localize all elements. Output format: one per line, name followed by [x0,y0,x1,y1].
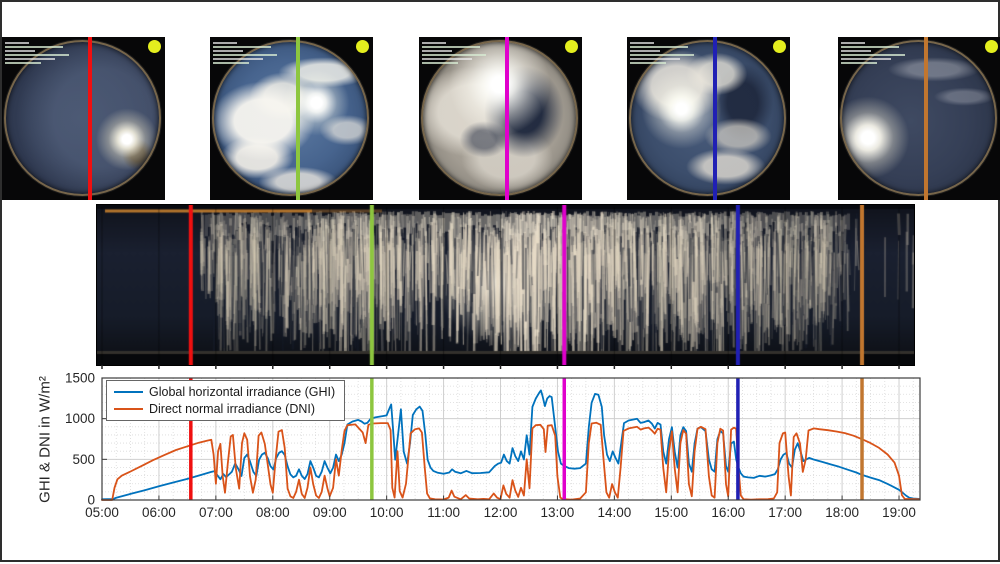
camera-metadata-overlay [213,42,277,66]
legend-label-dni: Direct normal irradiance (DNI) [149,401,316,416]
x-tick-label: 12:00 [484,505,518,520]
x-tick-label: 13:00 [541,505,575,520]
x-tick-label: 19:00 [882,505,916,520]
dni-line-sample [114,407,143,410]
status-dot-icon [565,40,578,53]
y-tick-label: 500 [72,452,95,467]
sky-timelapse-keogram [97,205,914,365]
camera-metadata-overlay [5,42,69,66]
x-tick-label: 18:00 [825,505,859,520]
chart-legend: Global horizontal irradiance (GHI) Direc… [106,380,346,421]
time-marker-magenta [505,37,509,200]
x-tick-label: 15:00 [654,505,688,520]
x-tick-label: 06:00 [142,505,176,520]
allsky-image-4 [627,37,790,200]
y-tick-label: 1500 [65,371,95,386]
y-tick-label: 0 [87,493,95,508]
fisheye-dome-1 [4,40,161,196]
x-tick-label: 16:00 [711,505,745,520]
x-tick-label: 10:00 [370,505,404,520]
time-marker-red [88,37,92,200]
y-tick-label: 1000 [65,411,95,426]
time-marker-green [296,37,300,200]
x-tick-label: 14:00 [597,505,631,520]
x-tick-label: 09:00 [313,505,347,520]
time-marker-blue [713,37,717,200]
status-dot-icon [985,40,998,53]
status-dot-icon [356,40,369,53]
camera-metadata-overlay [841,42,905,66]
allsky-image-3 [419,37,582,200]
x-tick-label: 08:00 [256,505,290,520]
x-tick-label: 17:00 [768,505,802,520]
x-tick-label: 05:00 [85,505,119,520]
legend-label-ghi: Global horizontal irradiance (GHI) [149,384,336,399]
camera-metadata-overlay [422,42,486,66]
status-dot-icon [773,40,786,53]
fisheye-dome-2 [212,40,369,196]
camera-metadata-overlay [630,42,694,66]
y-axis-label: GHI & DNI in W/m² [36,376,54,503]
x-tick-label: 07:00 [199,505,233,520]
legend-entry-dni: Direct normal irradiance (DNI) [114,400,335,417]
legend-entry-ghi: Global horizontal irradiance (GHI) [114,383,335,400]
fisheye-dome-5 [840,40,997,196]
allsky-image-5 [838,37,1000,200]
dni-series-line [101,421,920,501]
x-tick-label: 11:00 [427,505,460,520]
fisheye-dome-4 [629,40,786,196]
status-dot-icon [148,40,161,53]
fisheye-dome-3 [421,40,578,196]
allsky-image-2 [210,37,373,200]
keogram-canvas [97,205,914,365]
ghi-line-sample [114,390,143,393]
time-marker-orange [924,37,928,200]
allsky-image-1 [2,37,165,200]
